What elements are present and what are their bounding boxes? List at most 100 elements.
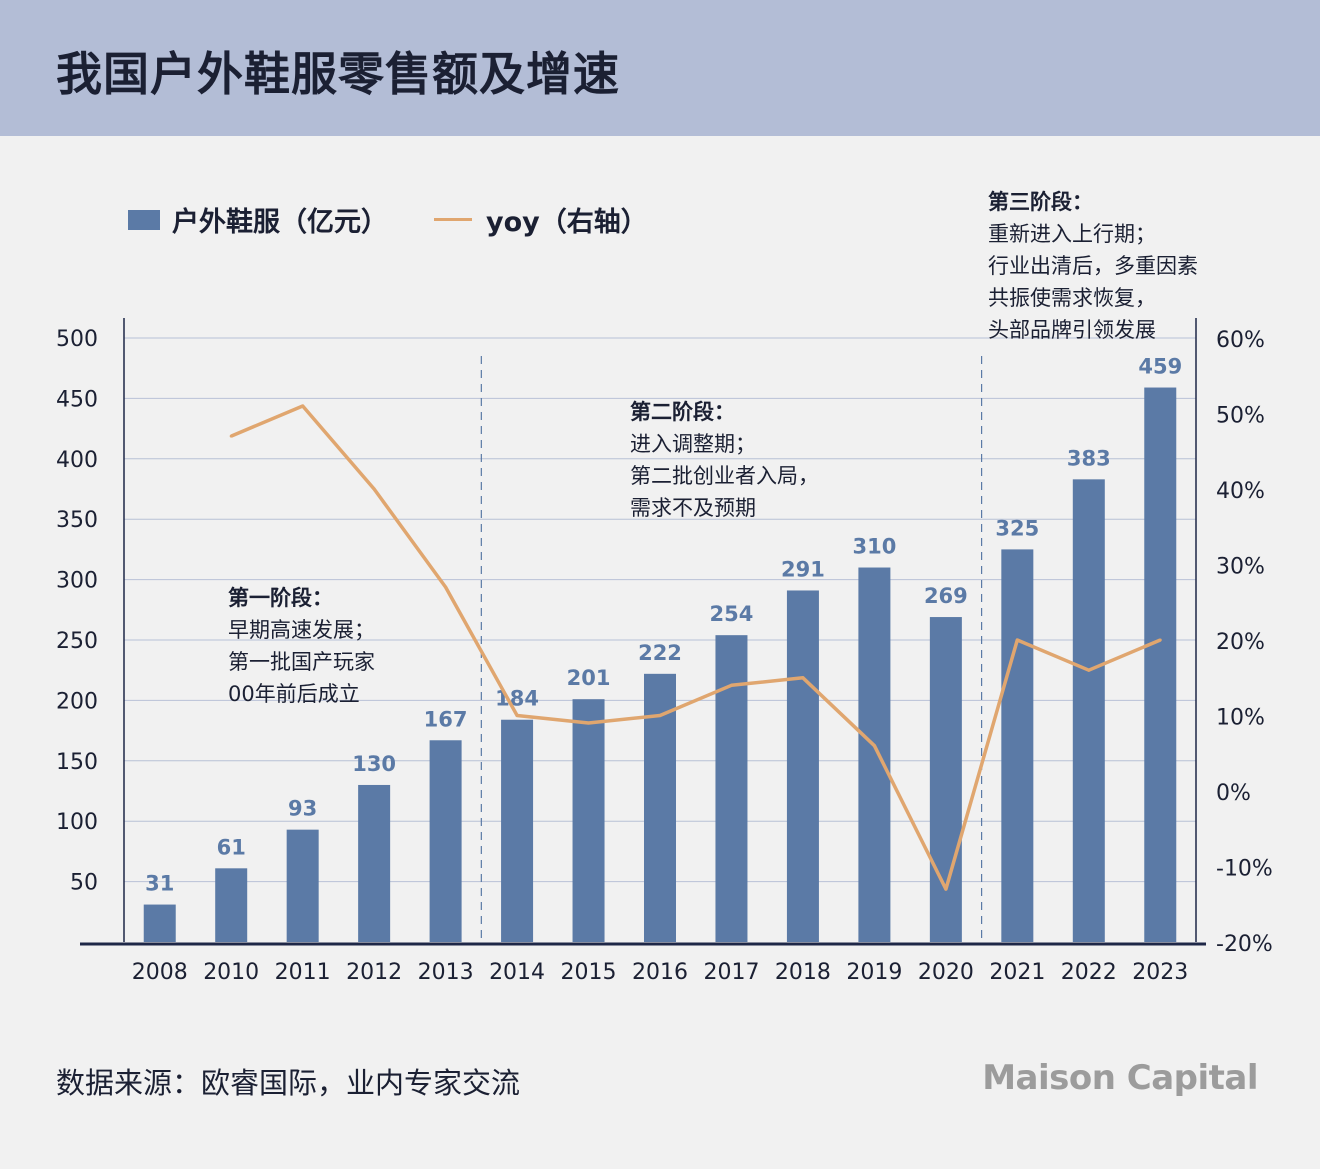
header-band: 我国户外鞋服零售额及增速: [0, 0, 1320, 136]
bar: [429, 740, 462, 942]
x-tick-label: 2022: [1061, 960, 1117, 985]
x-tick-label: 2011: [275, 960, 331, 985]
y-left-tick-label: 100: [56, 810, 98, 835]
annotation-stage2-line: 第二批创业者入局，: [630, 464, 819, 488]
bar: [1072, 479, 1105, 942]
y-right-tick-label: -20%: [1216, 932, 1273, 957]
annotation-stage1-line: 00年前后成立: [228, 682, 360, 706]
bar-value-label: 130: [352, 752, 396, 776]
y-left-tick-label: 250: [56, 629, 98, 654]
yoy-point: [944, 887, 948, 891]
yoy-point: [872, 744, 876, 748]
yoy-point: [1087, 668, 1091, 672]
page-title: 我国户外鞋服零售额及增速: [56, 47, 620, 101]
brand-logo: Maison Capital: [982, 1058, 1258, 1098]
annotation-stage2-line: 需求不及预期: [630, 496, 756, 520]
y-right-tick-label: 20%: [1216, 630, 1265, 655]
y-right-tick-label: 40%: [1216, 479, 1265, 504]
bar-value-label: 31: [145, 872, 174, 896]
bar: [358, 784, 391, 942]
y-right-tick-label: -10%: [1216, 857, 1273, 882]
annotation-stage3-head: 第三阶段：: [988, 190, 1093, 214]
bar-value-label: 291: [781, 557, 825, 581]
bar: [715, 635, 748, 942]
x-tick-label: 2008: [132, 960, 188, 985]
annotation-stage3-line: 重新进入上行期；: [988, 222, 1156, 246]
annotation-stage2-head: 第二阶段：: [630, 400, 735, 424]
y-left-tick-label: 400: [56, 448, 98, 473]
y-right-tick-label: 0%: [1216, 781, 1251, 806]
bar-value-label: 269: [924, 584, 968, 608]
annotation-stage1: 第一阶段： 早期高速发展； 第一批国产玩家 00年前后成立: [228, 582, 375, 710]
x-tick-label: 2010: [203, 960, 259, 985]
x-tick-label: 2018: [775, 960, 831, 985]
bar-value-label: 61: [217, 835, 246, 859]
yoy-point: [587, 721, 591, 725]
bar: [929, 617, 962, 942]
legend-item-line: yoy（右轴）: [434, 200, 648, 239]
legend-line-swatch: [434, 218, 472, 221]
yoy-point: [1158, 638, 1162, 642]
bar: [572, 699, 605, 942]
y-left-tick-label: 200: [56, 689, 98, 714]
annotation-stage1-head: 第一阶段：: [228, 586, 333, 610]
annotation-stage3-line: 共振使需求恢复，: [988, 286, 1156, 310]
yoy-point: [729, 683, 733, 687]
yoy-point: [515, 714, 519, 717]
x-tick-label: 2023: [1132, 960, 1188, 985]
y-right-tick-label: 10%: [1216, 706, 1265, 731]
y-left-tick-label: 50: [70, 871, 98, 896]
x-tick-label: 2021: [989, 960, 1045, 985]
bar: [1001, 549, 1034, 942]
x-tick-label: 2016: [632, 960, 688, 985]
yoy-point: [801, 676, 805, 680]
bar-value-label: 459: [1138, 355, 1182, 379]
annotation-stage3-line: 头部品牌引领发展: [988, 318, 1156, 342]
annotation-stage2: 第二阶段： 进入调整期； 第二批创业者入局， 需求不及预期: [630, 396, 819, 524]
yoy-point: [301, 404, 305, 408]
bar: [1144, 387, 1177, 942]
yoy-point: [1015, 638, 1019, 642]
legend-item-bar: 户外鞋服（亿元）: [128, 200, 388, 239]
bar-value-label: 325: [995, 516, 1039, 540]
bar: [786, 590, 819, 942]
annotation-stage1-line: 第一批国产玩家: [228, 650, 375, 674]
y-left-tick-label: 150: [56, 750, 98, 775]
yoy-point: [444, 585, 448, 589]
bar-value-label: 254: [710, 602, 754, 626]
bar: [858, 567, 891, 942]
bar-value-label: 383: [1067, 446, 1111, 470]
bar-value-label: 201: [567, 666, 611, 690]
yoy-line: [230, 404, 1161, 891]
yoy-point: [658, 714, 662, 717]
annotation-stage3-line: 行业出清后，多重因素: [988, 254, 1198, 278]
bar-value-label: 222: [638, 641, 682, 665]
annotation-stage3: 第三阶段： 重新进入上行期； 行业出清后，多重因素 共振使需求恢复， 头部品牌引…: [988, 186, 1198, 346]
bar: [215, 868, 248, 942]
y-left-tick-label: 300: [56, 569, 98, 594]
bar: [143, 904, 176, 942]
y-right-tick-label: 50%: [1216, 404, 1265, 429]
x-tick-label: 2015: [561, 960, 617, 985]
yoy-point: [372, 487, 376, 491]
legend-line-label: yoy（右轴）: [486, 207, 648, 238]
legend-bar-swatch: [128, 209, 160, 230]
x-tick-label: 2013: [418, 960, 474, 985]
x-tick-label: 2020: [918, 960, 974, 985]
x-tick-label: 2012: [346, 960, 402, 985]
x-tick-label: 2014: [489, 960, 545, 985]
bar: [286, 829, 319, 942]
bar: [501, 719, 534, 942]
legend-bar-label: 户外鞋服（亿元）: [172, 207, 388, 238]
yoy-point: [229, 434, 233, 438]
y-left-tick-label: 450: [56, 387, 98, 412]
bar: [644, 673, 676, 942]
annotation-stage1-line: 早期高速发展；: [228, 618, 375, 642]
bar-value-label: 167: [424, 707, 468, 731]
x-tick-label: 2017: [703, 960, 759, 985]
y-left-tick-label: 500: [56, 327, 98, 352]
bar-value-label: 310: [852, 535, 896, 559]
bar-value-label: 93: [288, 797, 317, 821]
y-right-tick-label: 60%: [1216, 328, 1265, 353]
